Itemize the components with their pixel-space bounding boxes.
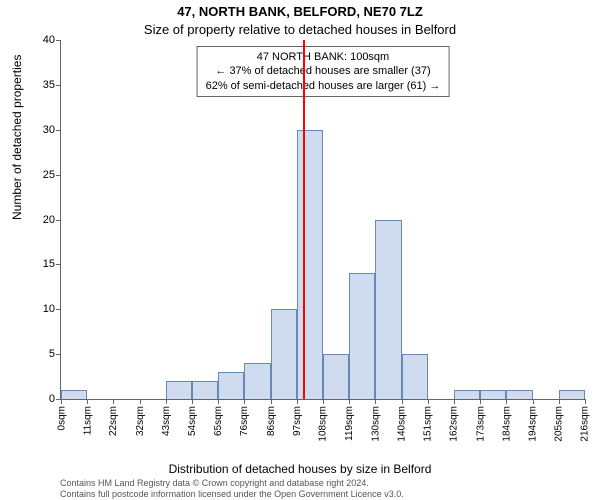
histogram-bar <box>506 390 532 399</box>
attribution-text: Contains HM Land Registry data © Crown c… <box>60 478 404 500</box>
y-tick-label: 20 <box>29 214 55 226</box>
x-tick-label: 162sqm <box>454 406 455 407</box>
x-tick-label: 32sqm <box>140 406 141 407</box>
histogram-bar <box>559 390 585 399</box>
x-tick <box>349 399 350 404</box>
chart-plot-area: 47 NORTH BANK: 100sqm ← 37% of detached … <box>60 40 585 400</box>
x-tick-label: 216sqm <box>585 406 586 407</box>
x-tick <box>454 399 455 404</box>
y-tick <box>56 264 61 265</box>
x-tick <box>218 399 219 404</box>
x-tick <box>166 399 167 404</box>
y-tick-label: 35 <box>29 79 55 91</box>
marker-line <box>303 40 305 399</box>
x-tick <box>402 399 403 404</box>
x-tick-label: 184sqm <box>506 406 507 407</box>
callout-line-1: 47 NORTH BANK: 100sqm <box>206 50 441 64</box>
x-tick-label: 108sqm <box>323 406 324 407</box>
x-tick-label: 194sqm <box>533 406 534 407</box>
y-tick <box>56 309 61 310</box>
x-tick <box>113 399 114 404</box>
x-tick <box>480 399 481 404</box>
histogram-bar <box>297 130 323 399</box>
page-title: 47, NORTH BANK, BELFORD, NE70 7LZ <box>0 4 600 19</box>
x-tick-label: 65sqm <box>218 406 219 407</box>
histogram-bar <box>61 390 87 399</box>
x-tick-label: 97sqm <box>297 406 298 407</box>
histogram-bar <box>480 390 506 399</box>
histogram-bar <box>218 372 244 399</box>
x-tick <box>506 399 507 404</box>
y-tick-label: 25 <box>29 169 55 181</box>
x-tick <box>323 399 324 404</box>
x-tick <box>533 399 534 404</box>
y-tick-label: 15 <box>29 258 55 270</box>
x-tick-label: 130sqm <box>375 406 376 407</box>
y-tick <box>56 220 61 221</box>
callout-line-3: 62% of semi-detached houses are larger (… <box>206 79 441 93</box>
x-tick-label: 151sqm <box>428 406 429 407</box>
histogram-bar <box>402 354 428 399</box>
x-tick <box>585 399 586 404</box>
histogram-bar <box>166 381 192 399</box>
x-tick-label: 140sqm <box>402 406 403 407</box>
histogram-bar <box>454 390 480 399</box>
histogram-bar <box>323 354 349 399</box>
x-tick-label: 86sqm <box>271 406 272 407</box>
x-tick-label: 54sqm <box>192 406 193 407</box>
x-tick <box>428 399 429 404</box>
x-tick-label: 76sqm <box>244 406 245 407</box>
marker-callout: 47 NORTH BANK: 100sqm ← 37% of detached … <box>197 46 450 97</box>
attribution-line-2: Contains full postcode information licen… <box>60 489 404 500</box>
y-tick-label: 40 <box>29 34 55 46</box>
x-tick <box>244 399 245 404</box>
histogram-bar <box>271 309 297 399</box>
x-tick-label: 0sqm <box>61 406 62 407</box>
y-tick <box>56 85 61 86</box>
attribution-line-1: Contains HM Land Registry data © Crown c… <box>60 478 404 489</box>
y-tick <box>56 130 61 131</box>
histogram-bar <box>375 220 401 400</box>
y-tick <box>56 40 61 41</box>
histogram-bar <box>192 381 218 399</box>
x-tick <box>87 399 88 404</box>
x-tick <box>297 399 298 404</box>
x-tick-label: 22sqm <box>113 406 114 407</box>
x-tick <box>271 399 272 404</box>
x-tick-label: 173sqm <box>480 406 481 407</box>
x-axis-label: Distribution of detached houses by size … <box>0 462 600 476</box>
histogram-bar <box>244 363 270 399</box>
y-tick-label: 30 <box>29 124 55 136</box>
x-tick <box>192 399 193 404</box>
page-subtitle: Size of property relative to detached ho… <box>0 22 600 37</box>
y-axis-label: Number of detached properties <box>10 55 24 220</box>
y-tick <box>56 354 61 355</box>
callout-line-2: ← 37% of detached houses are smaller (37… <box>206 64 441 78</box>
histogram-bar <box>349 273 375 399</box>
x-tick <box>140 399 141 404</box>
x-tick-label: 205sqm <box>559 406 560 407</box>
y-tick-label: 5 <box>29 348 55 360</box>
x-tick <box>375 399 376 404</box>
x-tick <box>61 399 62 404</box>
x-tick-label: 119sqm <box>349 406 350 407</box>
y-tick <box>56 175 61 176</box>
x-tick-label: 11sqm <box>87 406 88 407</box>
x-tick <box>559 399 560 404</box>
y-tick-label: 0 <box>29 393 55 405</box>
x-tick-label: 43sqm <box>166 406 167 407</box>
y-tick-label: 10 <box>29 303 55 315</box>
